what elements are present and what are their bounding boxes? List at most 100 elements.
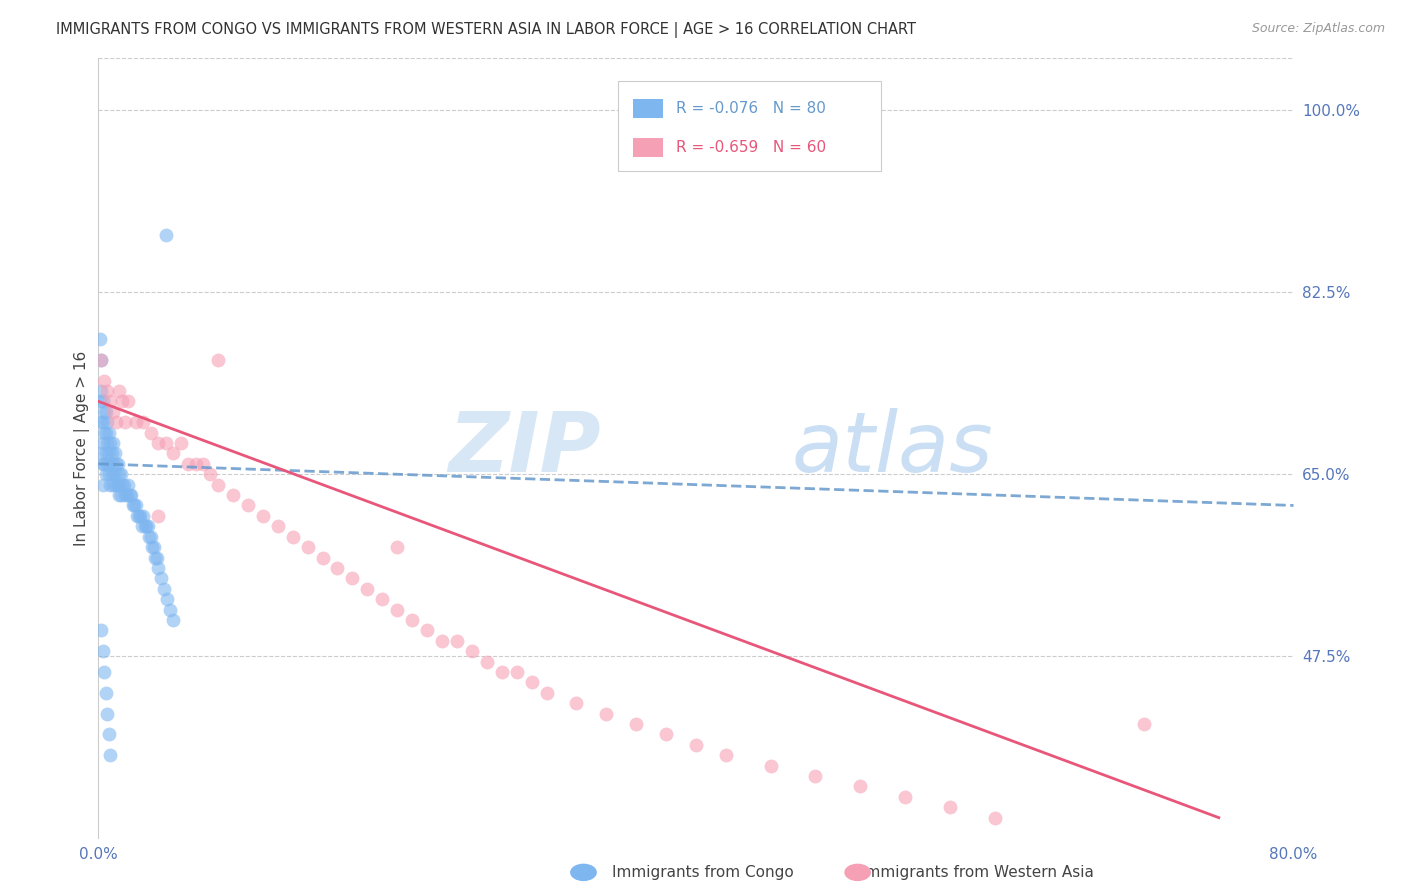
Point <box>297 540 319 554</box>
Point <box>94 686 117 700</box>
Point <box>267 519 290 533</box>
Point <box>148 561 170 575</box>
Point <box>135 519 157 533</box>
Point <box>91 477 114 491</box>
Point <box>118 488 141 502</box>
Point <box>491 665 513 679</box>
Point <box>150 571 173 585</box>
Point <box>90 415 112 429</box>
Point <box>91 644 114 658</box>
Point <box>184 457 207 471</box>
Point <box>156 592 179 607</box>
Point <box>236 499 259 513</box>
Bar <box>633 138 662 158</box>
Point <box>153 582 176 596</box>
Point <box>139 530 162 544</box>
Text: Immigrants from Congo: Immigrants from Congo <box>612 865 794 880</box>
Point <box>142 540 165 554</box>
Text: Source: ZipAtlas.com: Source: ZipAtlas.com <box>1251 22 1385 36</box>
Point <box>98 436 122 450</box>
Point <box>101 467 124 482</box>
Point <box>200 467 222 482</box>
Point <box>96 457 118 471</box>
Point <box>385 540 409 554</box>
Point <box>103 436 125 450</box>
Point <box>93 457 115 471</box>
Point <box>155 227 177 242</box>
Point <box>565 696 588 710</box>
Point <box>91 436 114 450</box>
Point <box>222 488 245 502</box>
Point <box>759 758 782 772</box>
Point <box>110 467 132 482</box>
Point <box>94 405 117 419</box>
Point <box>128 508 150 523</box>
Text: IMMIGRANTS FROM CONGO VS IMMIGRANTS FROM WESTERN ASIA IN LABOR FORCE | AGE > 16 : IMMIGRANTS FROM CONGO VS IMMIGRANTS FROM… <box>56 22 917 38</box>
Point <box>110 488 132 502</box>
Text: R = -0.076   N = 80: R = -0.076 N = 80 <box>676 101 825 116</box>
Point <box>97 727 120 741</box>
Point <box>98 457 122 471</box>
Point <box>93 405 115 419</box>
Point <box>93 374 115 388</box>
Point <box>520 675 543 690</box>
Point <box>655 727 678 741</box>
Point <box>120 488 142 502</box>
Point <box>104 467 127 482</box>
Point <box>136 519 159 533</box>
Point <box>117 394 139 409</box>
Point <box>132 415 155 429</box>
Point <box>98 477 122 491</box>
Point <box>93 425 115 440</box>
Point <box>849 780 872 794</box>
Point <box>595 706 617 721</box>
Point <box>177 457 200 471</box>
Point <box>326 561 349 575</box>
Point <box>252 508 274 523</box>
Point <box>169 436 191 450</box>
Point <box>207 477 229 491</box>
Point <box>114 415 136 429</box>
Point <box>159 602 181 616</box>
Text: ZIP: ZIP <box>447 408 600 489</box>
Point <box>90 446 112 460</box>
Point <box>105 457 128 471</box>
Point <box>98 394 122 409</box>
Point <box>371 592 394 607</box>
Point <box>105 415 128 429</box>
Point <box>103 405 125 419</box>
Point <box>281 530 304 544</box>
Point <box>111 394 134 409</box>
Point <box>117 477 139 491</box>
Point <box>139 425 162 440</box>
Point <box>475 655 498 669</box>
Y-axis label: In Labor Force | Age > 16: In Labor Force | Age > 16 <box>75 351 90 546</box>
Point <box>191 457 214 471</box>
Point <box>536 686 558 700</box>
Point <box>93 665 115 679</box>
FancyBboxPatch shape <box>619 81 882 171</box>
Point <box>97 446 120 460</box>
Point <box>141 540 163 554</box>
Text: Immigrants from Western Asia: Immigrants from Western Asia <box>860 865 1094 880</box>
Point <box>90 352 112 367</box>
Point <box>626 717 648 731</box>
Point <box>145 550 167 565</box>
Point <box>94 446 117 460</box>
Point <box>91 394 114 409</box>
Point <box>685 738 707 752</box>
Point <box>90 384 112 398</box>
Point <box>127 508 149 523</box>
Point <box>96 384 118 398</box>
Point <box>132 508 155 523</box>
Point <box>124 499 146 513</box>
Bar <box>633 99 662 119</box>
Point <box>125 499 148 513</box>
Point <box>894 789 917 804</box>
Point <box>148 508 170 523</box>
Point <box>385 602 409 616</box>
Point <box>804 769 827 783</box>
Point <box>91 415 114 429</box>
Point <box>115 488 138 502</box>
Point <box>101 446 124 460</box>
